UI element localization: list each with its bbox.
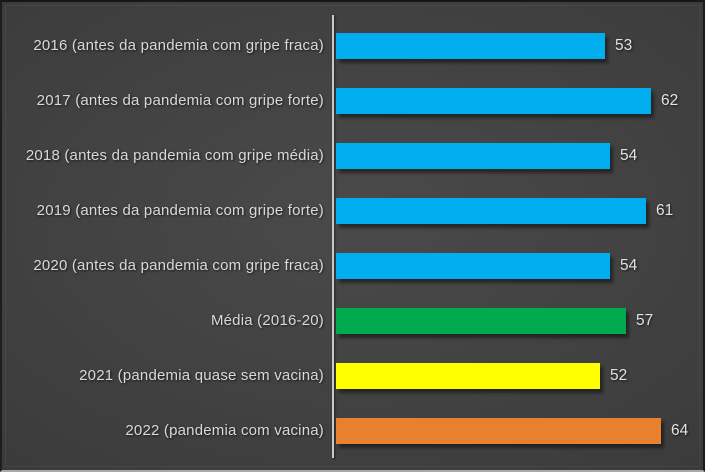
bar [336,197,646,224]
category-label: Média (2016-20) [210,312,324,329]
bar [336,142,610,169]
bar-area: 53 [334,32,703,59]
bar-area: 61 [334,197,703,224]
bar-row: 2018 (antes da pandemia com gripe média)… [2,128,703,183]
value-label: 64 [671,421,689,439]
bar [336,362,600,389]
bar-chart-rows: 2016 (antes da pandemia com gripe fraca)… [2,18,703,458]
bar-row: Média (2016-20) 57 [2,293,703,348]
category-label: 2019 (antes da pandemia com gripe forte) [36,202,324,219]
bar-row: 2022 (pandemia com vacina) 64 [2,403,703,458]
value-label: 54 [620,146,638,164]
category-label: 2018 (antes da pandemia com gripe média) [25,147,324,164]
value-label: 52 [610,366,628,384]
bar-area: 52 [334,362,703,389]
bar-area: 57 [334,307,703,334]
value-label: 62 [661,91,679,109]
bar-area: 54 [334,142,703,169]
value-label: 61 [656,201,674,219]
bar [336,307,626,334]
bar-row: 2021 (pandemia quase sem vacina) 52 [2,348,703,403]
bar-area: 54 [334,252,703,279]
category-label: 2016 (antes da pandemia com gripe fraca) [33,37,324,54]
bar-area: 64 [334,417,703,444]
category-label: 2017 (antes da pandemia com gripe forte) [36,92,324,109]
bar-row: 2017 (antes da pandemia com gripe forte)… [2,73,703,128]
bar [336,87,651,114]
y-axis-line [332,15,334,458]
bar [336,417,661,444]
category-label: 2021 (pandemia quase sem vacina) [79,367,324,384]
bar [336,32,605,59]
value-label: 54 [620,256,638,274]
bar [336,252,610,279]
category-label: 2022 (pandemia com vacina) [125,422,324,439]
bar-row: 2020 (antes da pandemia com gripe fraca)… [2,238,703,293]
value-label: 57 [636,311,654,329]
value-label: 53 [615,36,633,54]
bar-area: 62 [334,87,703,114]
bar-row: 2019 (antes da pandemia com gripe forte)… [2,183,703,238]
bar-row: 2016 (antes da pandemia com gripe fraca)… [2,18,703,73]
category-label: 2020 (antes da pandemia com gripe fraca) [33,257,324,274]
